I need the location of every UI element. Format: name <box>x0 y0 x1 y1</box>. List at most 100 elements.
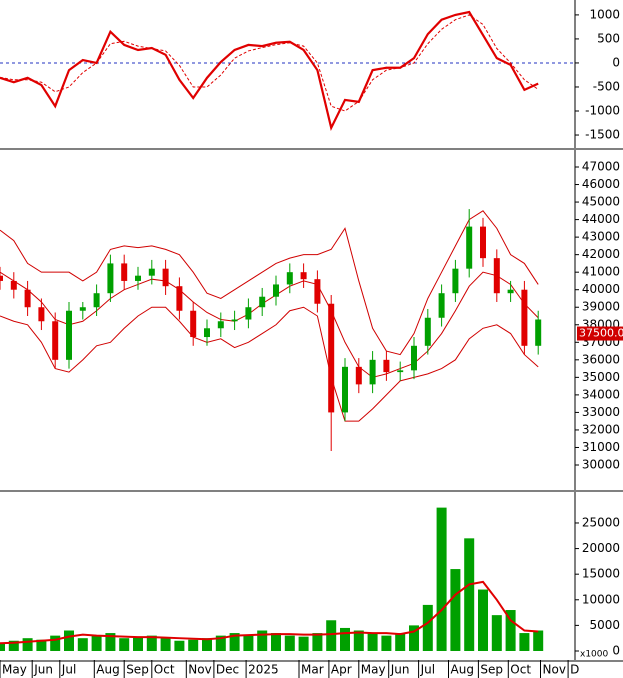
y-tick-label: 0 <box>612 55 620 69</box>
y-tick-label: 30000 <box>582 458 620 472</box>
candle-body <box>190 310 197 338</box>
x-tick-label: Oct <box>154 663 175 677</box>
x-tick-label: Sep <box>126 663 149 677</box>
candle-body <box>521 289 528 346</box>
volume-bar <box>119 638 130 651</box>
volume-bar <box>533 630 544 651</box>
candle-body <box>342 366 348 413</box>
y-tick-label: 0 <box>612 643 620 657</box>
x-tick-label: Jun <box>390 663 410 677</box>
candle-body <box>38 307 45 322</box>
volume-bar <box>298 636 309 651</box>
candle-body <box>121 263 128 281</box>
last-price-box <box>577 326 623 341</box>
volume-bar <box>174 640 185 651</box>
volume-bar <box>22 638 33 651</box>
candle-body <box>466 226 473 269</box>
candle-body <box>148 268 155 276</box>
candle-body <box>480 226 486 259</box>
candle-body <box>438 293 445 318</box>
candle-body <box>300 272 307 280</box>
oscillator-line <box>0 10 539 132</box>
volume-bar <box>202 638 212 651</box>
x-tick-label: Sep <box>480 663 503 677</box>
candle-body <box>424 317 431 346</box>
y-tick-label: 44000 <box>582 212 620 226</box>
candle-body <box>176 286 183 311</box>
volume-bar <box>133 636 143 651</box>
candle-body <box>231 319 238 322</box>
volume-bar <box>243 635 254 651</box>
y-tick-label: 41000 <box>582 265 620 279</box>
candle-body <box>355 366 362 385</box>
x-tick-label: Nov <box>188 663 211 677</box>
candle-body <box>507 289 514 294</box>
band-line <box>0 306 539 422</box>
candle-body <box>535 319 542 346</box>
y-tick-label: -1000 <box>585 104 620 118</box>
y-tick-label: 34000 <box>582 387 620 401</box>
volume-bar <box>353 630 364 651</box>
x-tick-label: Dec <box>216 663 239 677</box>
volume-bar <box>0 643 5 651</box>
candle-body <box>66 310 72 360</box>
y-tick-label: 46000 <box>582 177 620 191</box>
volume-average <box>0 580 539 645</box>
x-tick-label: May <box>2 663 27 677</box>
y-tick-label: 35000 <box>582 370 620 384</box>
volume-bar <box>36 639 47 651</box>
candle-body <box>452 268 459 294</box>
candle-body <box>493 258 500 294</box>
y-tick-label: 20000 <box>582 541 620 555</box>
y-tick-label: 39000 <box>582 300 620 314</box>
volume-bar <box>91 635 102 651</box>
y-tick-label: 25000 <box>582 515 620 529</box>
candle-body <box>24 289 31 308</box>
volume-bar <box>464 538 475 651</box>
y-tick-label: 33000 <box>582 405 620 419</box>
y-tick-label: 32000 <box>582 422 620 436</box>
y-tick-label: 31000 <box>582 440 620 454</box>
candle-body <box>52 321 59 360</box>
x-tick-label: Jul <box>420 663 435 677</box>
y-tick-label: 1000 <box>589 7 620 21</box>
x-tick-label: D <box>570 663 579 677</box>
x-tick-label: May <box>361 663 386 677</box>
volume-bar <box>284 635 295 651</box>
candle-body <box>259 296 266 308</box>
x-tick-label: Oct <box>510 663 531 677</box>
candle-body <box>314 279 321 304</box>
y-tick-label: 500 <box>597 31 620 45</box>
x-tick-label: Jun <box>33 663 53 677</box>
candle-body <box>162 268 169 287</box>
x-tick-label: Jul <box>61 663 76 677</box>
band-line <box>0 210 539 356</box>
volume-bar <box>50 635 61 651</box>
volume-bar <box>8 640 19 651</box>
volume-bar <box>422 604 433 651</box>
volume-bar <box>505 610 516 651</box>
y-tick-label: 40000 <box>582 282 620 296</box>
candle-body <box>245 307 252 320</box>
x-tick-label: Apr <box>331 663 352 677</box>
candle-body <box>383 359 390 373</box>
y-tick-label: 47000 <box>582 160 620 174</box>
x-tick-label: Aug <box>451 663 474 677</box>
volume-bar <box>312 633 323 651</box>
y-tick-label: 43000 <box>582 230 620 244</box>
y-tick-label: 15000 <box>582 567 620 581</box>
y-tick-label: 45000 <box>582 195 620 209</box>
volume-bar <box>491 615 502 651</box>
volume-bar <box>160 638 171 651</box>
volume-bar <box>105 633 116 651</box>
y-tick-label: 10000 <box>582 592 620 606</box>
band-line <box>0 271 539 378</box>
candle-body <box>135 275 141 281</box>
candle-body <box>217 321 224 329</box>
x-tick-label: Nov <box>543 663 566 677</box>
volume-bar <box>146 635 157 651</box>
volume-bar <box>450 569 461 651</box>
candle-body <box>411 345 417 371</box>
